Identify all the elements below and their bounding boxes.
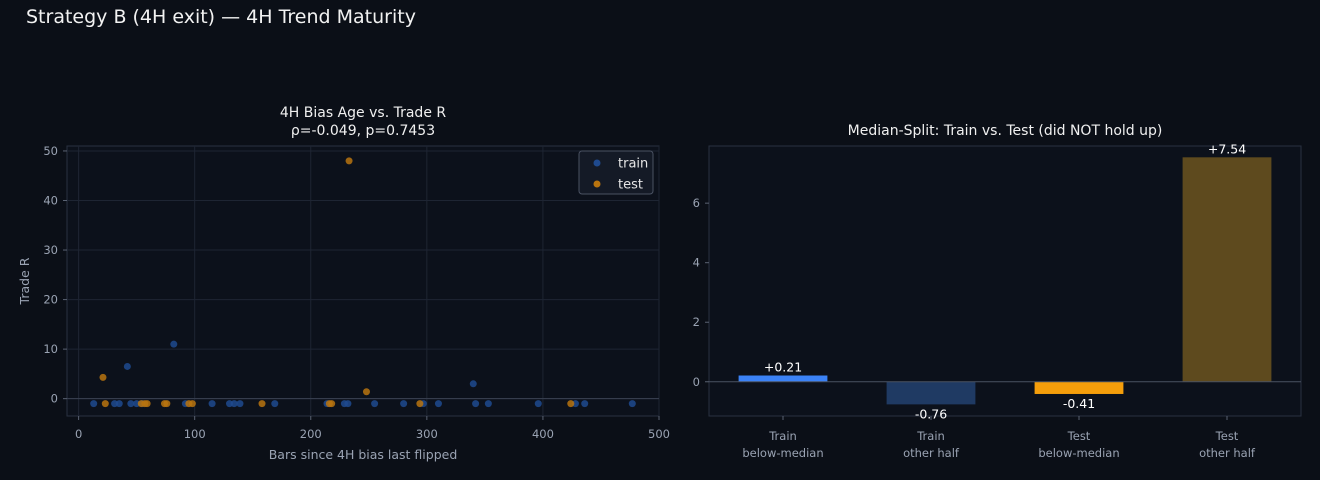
test-point xyxy=(101,400,109,408)
bar-y-tick-label: 0 xyxy=(693,375,700,389)
scatter-y-tick-label: 10 xyxy=(43,342,58,356)
train-point xyxy=(371,400,379,408)
scatter-y-tick-label: 50 xyxy=(43,144,58,158)
test-point xyxy=(345,157,353,165)
figure-title: Strategy B (4H exit) — 4H Trend Maturity xyxy=(26,6,416,28)
train-point xyxy=(434,400,442,408)
bar-category-label-line1: Train xyxy=(916,429,945,443)
scatter-grid xyxy=(67,146,660,416)
bar xyxy=(886,381,976,405)
bar-y-tick-label: 2 xyxy=(693,315,700,329)
bar-y-tick-label: 6 xyxy=(693,196,700,210)
scatter-y-ticks: 0 10 20 30 40 50 xyxy=(43,144,67,406)
train-point xyxy=(230,400,238,408)
scatter-points xyxy=(90,157,636,408)
legend-test-marker xyxy=(593,180,601,188)
bar-value-label: -0.76 xyxy=(915,406,947,421)
scatter-x-axis-label: Bars since 4H bias last flipped xyxy=(269,447,458,462)
bar-value-label: +7.54 xyxy=(1208,141,1246,156)
scatter-legend: train test xyxy=(578,150,654,195)
scatter-y-tick-label: 20 xyxy=(43,293,58,307)
bar-category-label-line2: below-median xyxy=(1038,446,1119,460)
test-point xyxy=(416,400,424,408)
train-point xyxy=(208,400,216,408)
train-point xyxy=(469,380,477,388)
scatter-y-tick-label: 0 xyxy=(51,392,58,406)
test-point xyxy=(258,400,266,408)
scatter-x-tick-label: 200 xyxy=(300,427,322,441)
test-point xyxy=(99,373,107,381)
bar-category-label-line1: Test xyxy=(1067,429,1091,443)
bar-category-label-line2: other half xyxy=(1199,446,1256,460)
test-point xyxy=(163,400,171,408)
scatter-y-tick-label: 30 xyxy=(43,243,58,257)
train-point xyxy=(271,400,279,408)
bar-marks: +0.21 -0.76 -0.41 +7.54 xyxy=(709,141,1301,421)
bar-category-label-line2: other half xyxy=(903,446,960,460)
scatter-x-ticks: 0 100 200 300 400 500 xyxy=(75,416,670,441)
test-point xyxy=(188,400,196,408)
train-point xyxy=(115,400,123,408)
bar-category-label-line1: Test xyxy=(1215,429,1239,443)
train-point xyxy=(236,400,244,408)
train-point xyxy=(90,400,98,408)
scatter-panel: 0 100 200 300 400 500 0 10 20 30 40 50 4H Bias Age… xyxy=(17,105,670,462)
scatter-x-tick-label: 300 xyxy=(416,427,438,441)
train-point xyxy=(400,400,408,408)
bar-value-label: -0.41 xyxy=(1063,396,1095,411)
train-point xyxy=(534,400,542,408)
test-point xyxy=(328,400,336,408)
train-point xyxy=(127,400,135,408)
scatter-x-tick-label: 400 xyxy=(532,427,554,441)
train-point xyxy=(581,400,589,408)
bar-panel: +0.21 -0.76 -0.41 +7.54 0 2 4 6 Train below-med… xyxy=(693,123,1302,460)
train-point xyxy=(344,400,352,408)
train-point xyxy=(484,400,492,408)
scatter-y-tick-label: 40 xyxy=(43,193,58,207)
scatter-x-tick-label: 100 xyxy=(184,427,206,441)
bar-title: Median-Split: Train vs. Test (did NOT ho… xyxy=(848,123,1163,139)
bar-category-label-line1: Train xyxy=(768,429,797,443)
scatter-title-line2: ρ=-0.049, p=0.7453 xyxy=(291,123,435,139)
test-point xyxy=(567,400,575,408)
bar xyxy=(1182,157,1272,382)
scatter-plot-area xyxy=(66,145,660,417)
test-point xyxy=(362,388,370,396)
scatter-x-tick-label: 0 xyxy=(75,427,82,441)
scatter-y-axis-label: Trade R xyxy=(17,257,32,305)
scatter-x-tick-label: 500 xyxy=(648,427,670,441)
legend-test-label: test xyxy=(618,178,643,193)
bar-category-label-line2: below-median xyxy=(742,446,823,460)
bar-x-ticks: Train below-median Train other half Test belo… xyxy=(742,416,1256,460)
bar-y-tick-label: 4 xyxy=(693,256,700,270)
train-point xyxy=(123,362,131,370)
bar-value-label: +0.21 xyxy=(764,360,802,375)
train-point xyxy=(472,400,480,408)
legend-train-marker xyxy=(593,159,601,167)
bar xyxy=(1034,381,1124,394)
bar-y-ticks: 0 2 4 6 xyxy=(693,196,709,389)
test-point xyxy=(143,400,151,408)
train-point xyxy=(170,340,178,348)
train-point xyxy=(628,400,636,408)
scatter-title-line1: 4H Bias Age vs. Trade R xyxy=(280,105,446,121)
bar xyxy=(738,375,828,382)
legend-train-label: train xyxy=(618,157,648,172)
